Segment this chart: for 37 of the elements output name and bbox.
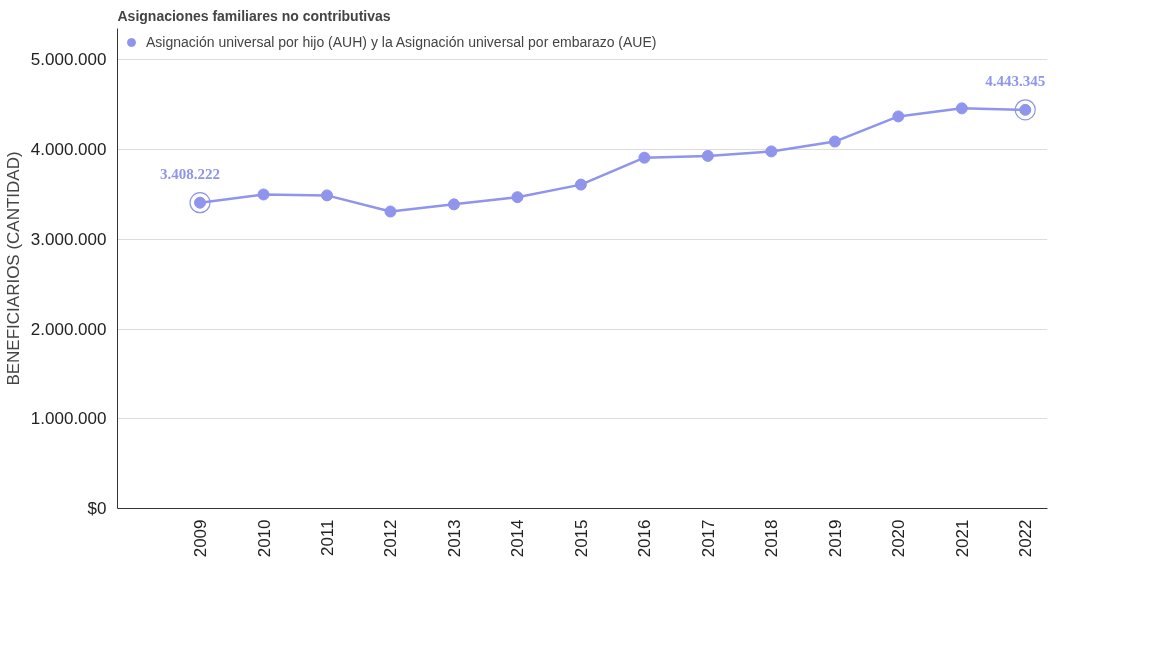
y-tick-label: $0 [87, 499, 107, 518]
x-tick-label: 2014 [508, 519, 528, 558]
x-tick-label: 2011 [317, 519, 337, 557]
y-tick-label: 5.000.000 [30, 50, 107, 70]
y-tick-label: 2.000.000 [30, 319, 107, 339]
x-tick-label: 2018 [762, 519, 782, 558]
point [701, 149, 714, 162]
data-label: 4.443.345 [985, 72, 1046, 89]
y-tick-label: 1.000.000 [30, 409, 107, 429]
point [511, 191, 524, 204]
point [574, 178, 587, 191]
x-tick-label: 2012 [381, 519, 401, 558]
x-tick-label: 2010 [254, 519, 274, 558]
point [384, 205, 397, 218]
x-tick-label: 2015 [571, 519, 591, 558]
legend-label: Asignación universal por hijo (AUH) y la Asignación universal por embarazo (AUE) [146, 34, 657, 50]
x-tick-label: 2021 [952, 519, 972, 558]
x-tick-label: 2020 [889, 519, 909, 558]
point [257, 188, 270, 201]
point [447, 198, 460, 211]
y-tick-label: 4.000.000 [30, 140, 107, 160]
y-axis-title: BENEFICIARIOS (CANTIDAD) [3, 151, 23, 386]
point [828, 135, 841, 148]
point [320, 189, 333, 202]
point [638, 151, 651, 164]
point [955, 102, 968, 115]
x-tick-label: 2019 [825, 519, 845, 558]
x-tick-label: 2022 [1016, 519, 1036, 558]
x-tick-label: 2013 [444, 519, 464, 558]
point [892, 110, 905, 123]
y-tick-label: 3.000.000 [30, 229, 107, 249]
x-tick-label: 2016 [635, 519, 655, 558]
data-label: 3.408.222 [160, 165, 221, 182]
x-tick-label: 2009 [191, 519, 211, 558]
chart-title: Asignaciones familiares no contributivas [117, 7, 391, 24]
x-tick-label: 2017 [698, 519, 718, 558]
point [765, 145, 778, 158]
